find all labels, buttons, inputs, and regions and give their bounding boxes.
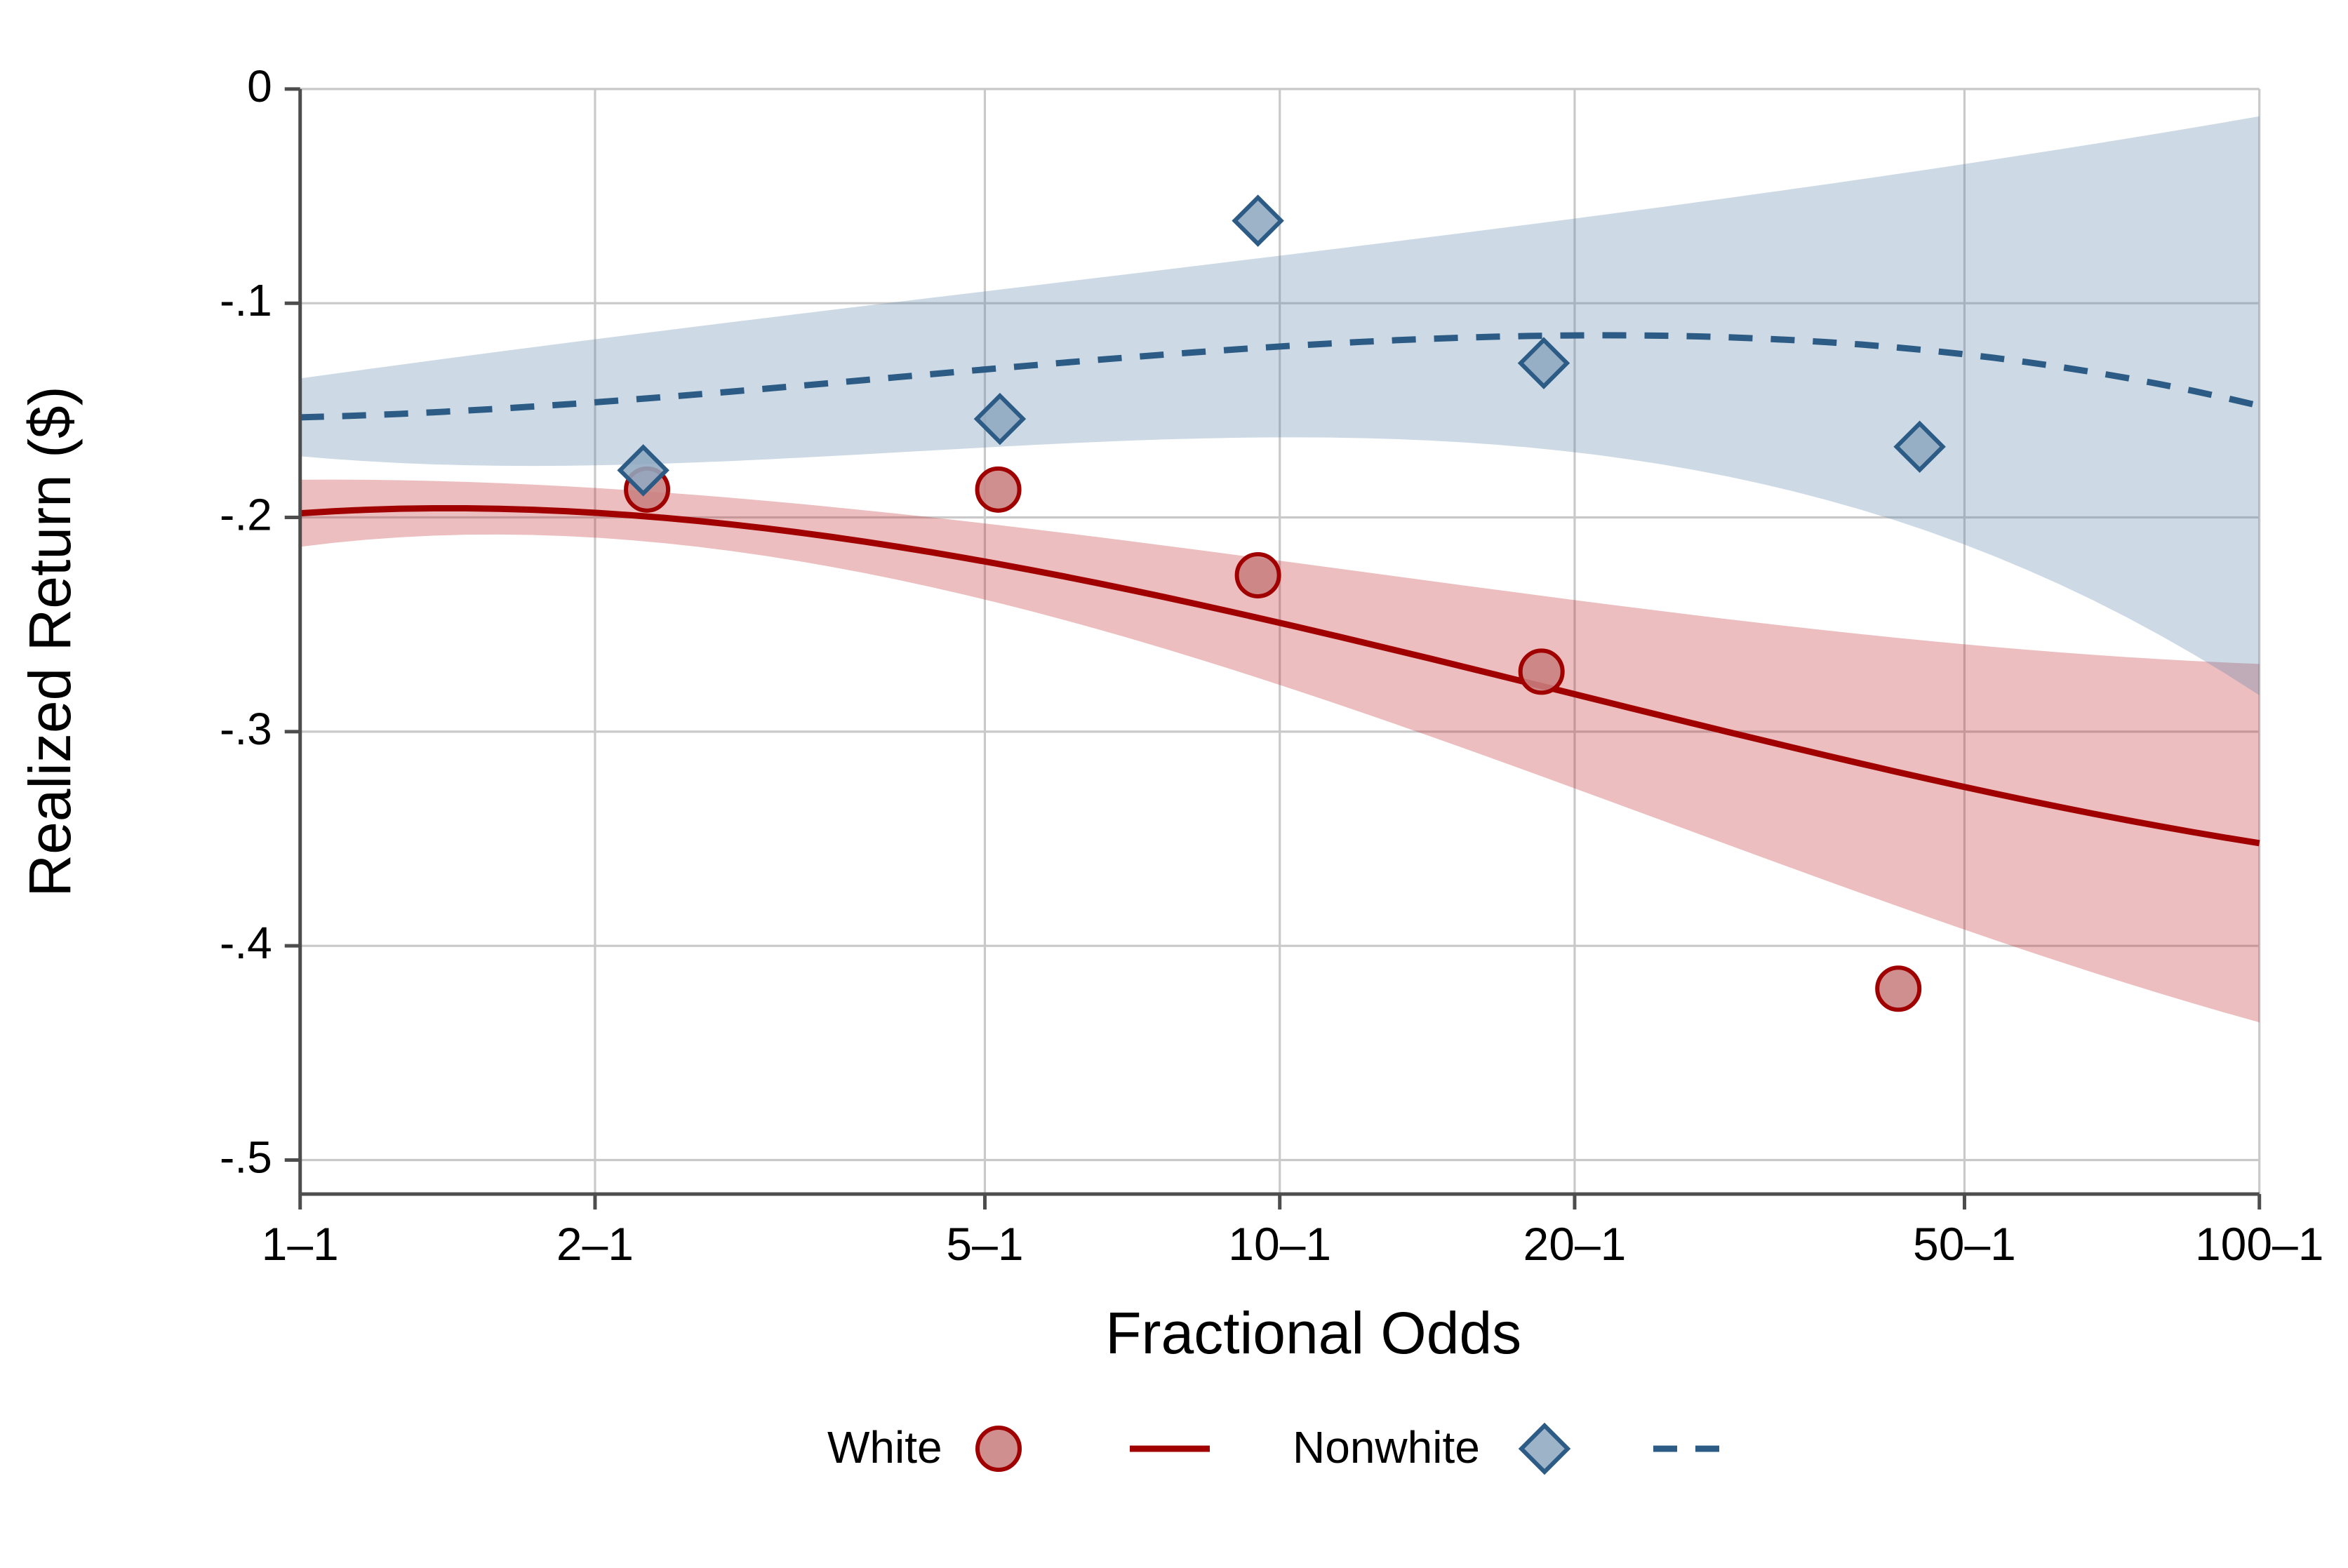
svg-text:-.4: -.4 xyxy=(220,918,272,968)
svg-text:2–1: 2–1 xyxy=(556,1218,634,1270)
svg-text:1–1: 1–1 xyxy=(262,1218,339,1270)
svg-text:5–1: 5–1 xyxy=(946,1218,1023,1270)
svg-text:-.3: -.3 xyxy=(220,704,272,754)
svg-text:0: 0 xyxy=(247,61,272,112)
svg-text:Fractional Odds: Fractional Odds xyxy=(1105,1300,1521,1366)
svg-text:-.2: -.2 xyxy=(220,490,272,540)
svg-text:10–1: 10–1 xyxy=(1228,1218,1331,1270)
svg-text:Nonwhite: Nonwhite xyxy=(1293,1422,1480,1473)
svg-text:20–1: 20–1 xyxy=(1523,1218,1627,1270)
svg-text:-.1: -.1 xyxy=(220,275,272,326)
svg-text:50–1: 50–1 xyxy=(1913,1218,2016,1270)
svg-text:-.5: -.5 xyxy=(220,1132,272,1183)
svg-text:White: White xyxy=(827,1422,942,1473)
svg-text:Realized Return ($): Realized Return ($) xyxy=(17,386,83,897)
svg-text:100–1: 100–1 xyxy=(2195,1218,2324,1270)
